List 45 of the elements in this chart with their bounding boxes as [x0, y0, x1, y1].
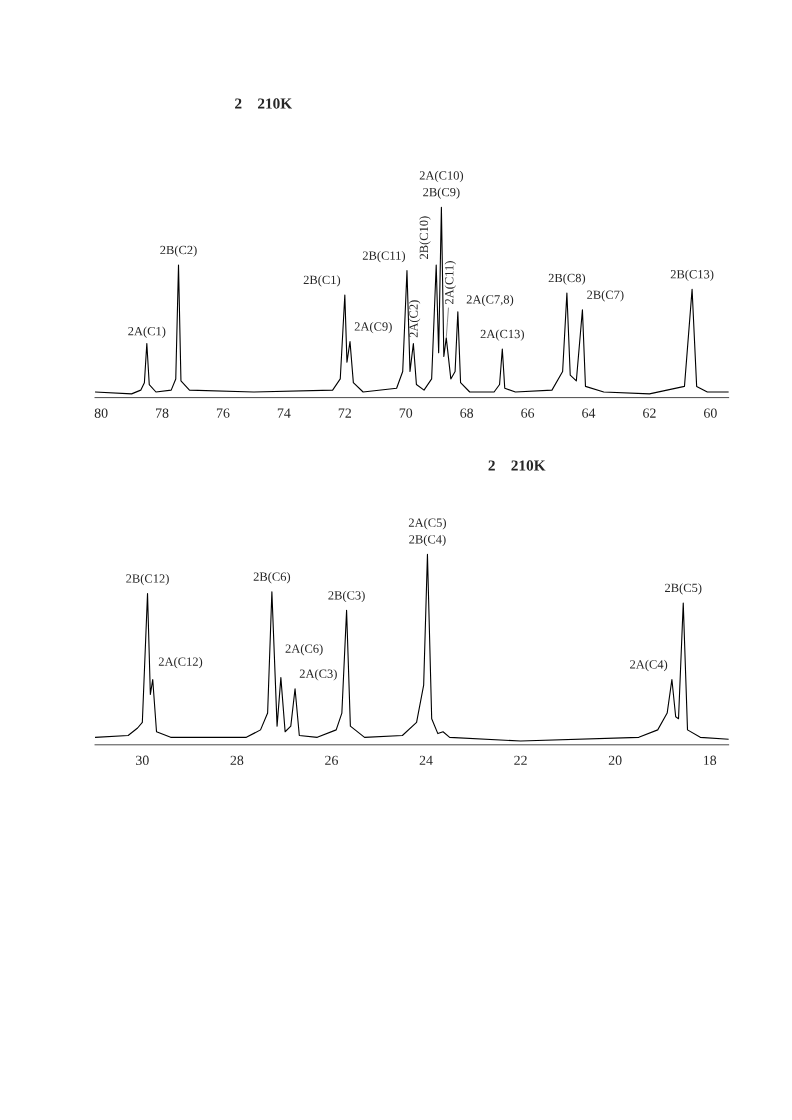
x-tick-label: 76: [216, 408, 230, 418]
annotation: 2B(C1): [303, 275, 341, 287]
annotation: 2A(C6): [285, 644, 323, 656]
annotation: 2B(C11): [362, 251, 406, 263]
x-tick-label: 70: [399, 408, 413, 418]
annotation: 2B(C8): [548, 273, 586, 285]
annotation: 2B(C3): [328, 590, 365, 603]
x-tick-label: 60: [704, 408, 717, 418]
x-tick-label: 26: [325, 755, 338, 765]
chart-title: 2 210K: [488, 460, 546, 471]
annotation: 2B(C7): [587, 290, 624, 302]
x-tick-label: 80: [94, 408, 108, 418]
annotation: 2A(C4): [630, 659, 668, 672]
x-tick-label: 62: [643, 408, 656, 418]
x-tick-label: 72: [338, 408, 351, 418]
annotation: 2A(C7,8): [466, 294, 514, 307]
annotation: 2A(C1): [128, 326, 166, 338]
annotation: 2A(C10): [419, 170, 464, 183]
annotation: 2B(C12): [126, 573, 169, 586]
x-tick-label: 68: [460, 408, 474, 418]
x-tick-label: 64: [582, 408, 596, 418]
x-tick-label: 78: [156, 408, 169, 418]
x-tick-label: 30: [136, 755, 149, 765]
x-tick-label: 18: [704, 755, 717, 765]
annotation: 2A(C11): [444, 261, 456, 304]
annotation: 2A(C12): [158, 657, 203, 669]
annotation: 2B(C13): [670, 269, 714, 281]
annotation: 2B(C9): [423, 187, 460, 199]
x-tick-label: 66: [521, 408, 535, 418]
chart-title: 2 210K: [235, 98, 293, 109]
annotation: 2A(C9): [354, 321, 392, 334]
annotation: 2B(C2): [160, 245, 197, 257]
x-tick-label: 74: [277, 408, 291, 418]
x-tick-label: 20: [608, 755, 622, 765]
annotation: 2A(C13): [480, 329, 524, 341]
annotation: 2B(C4): [409, 534, 446, 547]
annotation: 2B(C10): [419, 216, 431, 259]
annotation: 2B(C6): [253, 572, 291, 584]
annotation: 2B(C5): [665, 583, 702, 595]
annotation: 2A(C3): [299, 669, 337, 681]
x-tick-label: 28: [230, 755, 244, 765]
x-tick-label: 24: [419, 755, 433, 765]
x-tick-label: 22: [514, 755, 527, 765]
annotation: 2A(C2): [408, 300, 421, 338]
annotation: 2A(C5): [408, 518, 446, 530]
